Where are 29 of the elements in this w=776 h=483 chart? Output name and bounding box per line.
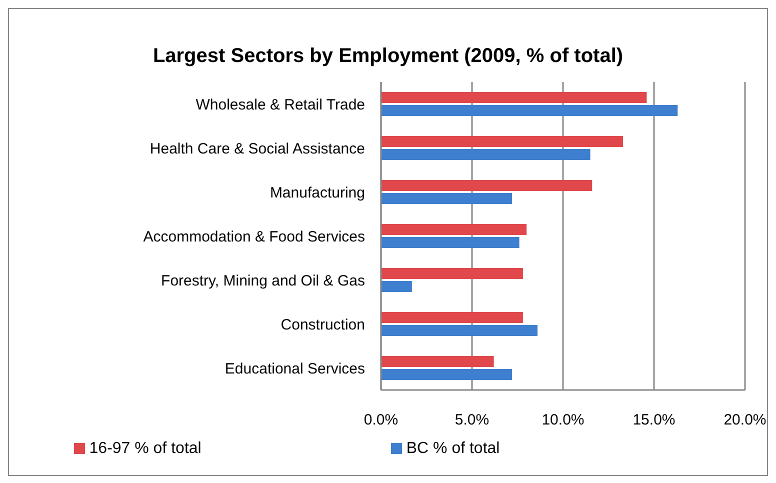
x-tick-label: 15.0%	[632, 412, 676, 429]
y-tick-label: Accommodation & Food Services	[143, 228, 365, 246]
bar	[381, 281, 412, 292]
bar	[381, 105, 678, 116]
bar	[381, 268, 523, 279]
bar	[381, 224, 527, 235]
y-tick-label: Educational Services	[224, 360, 365, 378]
legend-label: 16-97 % of total	[89, 440, 202, 457]
y-tick-label: Manufacturing	[270, 184, 365, 202]
bar	[381, 149, 590, 160]
bar	[381, 325, 538, 336]
bar	[381, 369, 512, 380]
y-tick-label: Health Care & Social Assistance	[150, 140, 365, 158]
x-tick-label: 10.0%	[542, 412, 584, 429]
bar	[381, 136, 624, 147]
y-tick-label: Construction	[280, 316, 365, 334]
y-tick-label: Wholesale & Retail Trade	[196, 96, 365, 114]
x-tick-label: 20.0%	[724, 412, 766, 429]
bar	[381, 180, 592, 191]
bar	[381, 356, 494, 367]
x-tick-label: 5.0%	[454, 412, 490, 429]
bar	[381, 193, 512, 204]
x-tick-label: 0.0%	[364, 412, 398, 429]
bar	[381, 92, 647, 103]
bar	[381, 237, 520, 248]
bar	[381, 312, 523, 323]
chart-title: Largest Sectors by Employment (2009, % of total)	[152, 44, 624, 68]
legend-label: BC % of total	[406, 440, 500, 457]
y-tick-label: Forestry, Mining and Oil & Gas	[161, 272, 365, 290]
